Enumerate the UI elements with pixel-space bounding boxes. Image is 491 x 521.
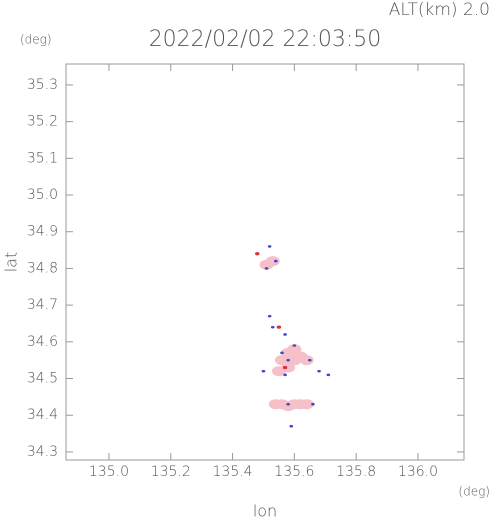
echo-point [282, 365, 288, 370]
echo-point [292, 344, 297, 347]
y-tick-label: 34.4 [27, 407, 58, 423]
echo-point [311, 402, 315, 406]
echo-point [271, 366, 286, 377]
echo-point [267, 245, 272, 248]
echo-point [270, 325, 275, 329]
echo-point [307, 358, 312, 362]
x-tick-label: 135.0 [89, 464, 129, 480]
subtitle: ALT(km) 2.0 [389, 0, 490, 20]
echo-point [265, 256, 280, 267]
x-tick-label: 136.0 [398, 464, 438, 480]
y-tick-label: 35.0 [27, 187, 58, 203]
x-tick-label: 135.6 [274, 464, 314, 480]
echo-point [267, 314, 272, 318]
echo-point [264, 267, 269, 270]
echo-point [274, 355, 289, 366]
x-axis-label: lon [253, 502, 277, 521]
echo-point [283, 373, 287, 377]
y-tick-label: 34.7 [27, 297, 58, 313]
echo-point [326, 373, 331, 377]
y-tick-label: 34.3 [27, 444, 58, 460]
y-tick-label: 34.9 [27, 224, 58, 240]
echo-point [286, 402, 290, 406]
chart-title: 2022/02/02 22:03:50 [149, 27, 382, 52]
echo-point [280, 351, 284, 355]
y-tick-label: 34.8 [27, 260, 58, 276]
x-tick-label: 135.8 [336, 464, 376, 480]
y-tick-label: 34.5 [27, 371, 58, 387]
echo-point [287, 344, 302, 355]
echo-point [287, 355, 302, 366]
y-tick-label: 35.1 [27, 150, 58, 166]
echo-point [286, 358, 290, 362]
x-unit: (deg) [458, 485, 490, 499]
echo-point [299, 399, 314, 410]
y-tick-label: 35.2 [27, 114, 58, 130]
echo-point [276, 325, 282, 329]
plot-frame [65, 63, 465, 461]
echo-point [261, 369, 266, 373]
echo-point [273, 259, 278, 263]
echo-point [317, 369, 321, 373]
x-tick-label: 135.4 [213, 464, 253, 480]
echo-point [299, 355, 314, 366]
x-tick-label: 135.2 [151, 464, 191, 480]
echo-point [255, 252, 260, 256]
y-tick-label: 35.3 [27, 77, 58, 93]
y-unit: (deg) [20, 33, 52, 47]
echo-point [289, 424, 294, 428]
y-axis-label: lat [2, 252, 21, 273]
echo-point [283, 333, 287, 336]
y-tick-label: 34.6 [27, 334, 58, 350]
